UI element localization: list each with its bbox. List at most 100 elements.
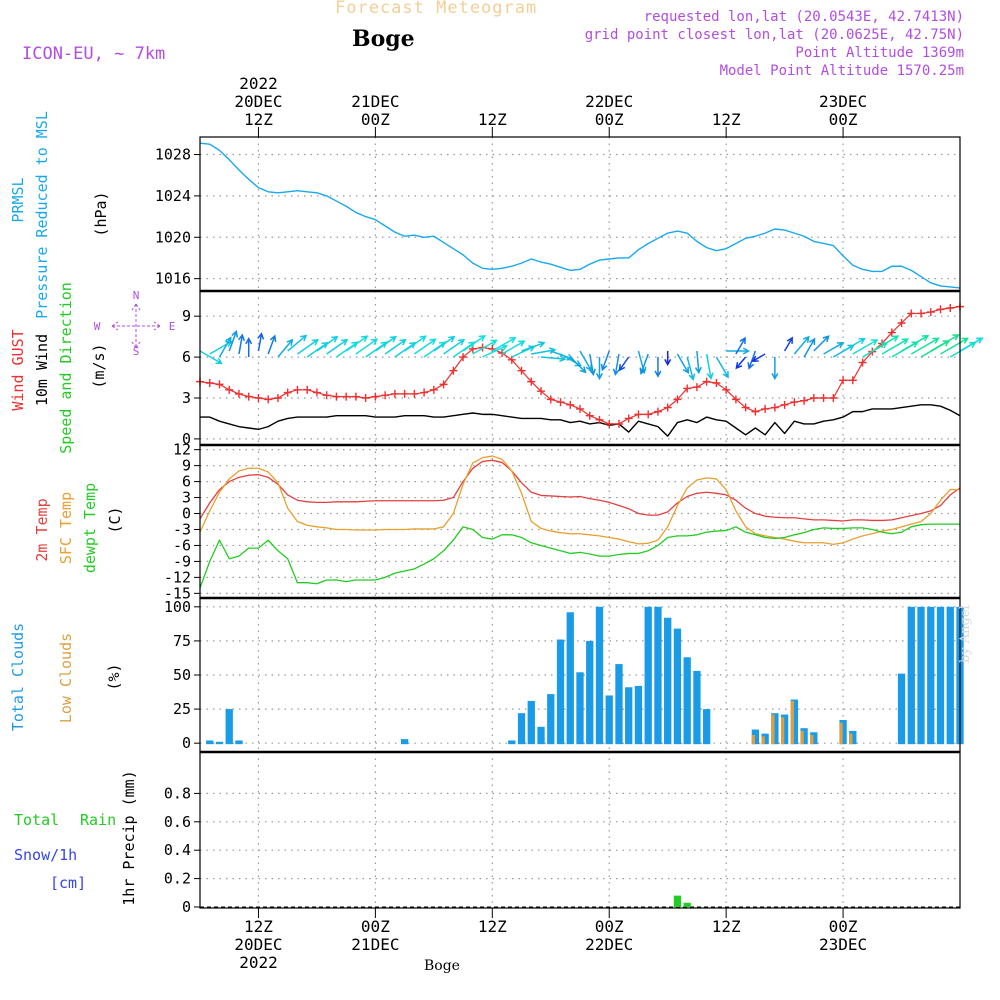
wind-gust-marker	[312, 388, 321, 397]
wind-gust-marker	[507, 355, 516, 364]
wind-gust-marker	[264, 395, 273, 404]
bottom-time-label: 21DEC	[351, 935, 399, 954]
wind-axis-tick-label: 9	[182, 307, 191, 325]
wind-gust-marker	[303, 385, 312, 394]
precip-legend-snow: Snow/1h	[14, 846, 77, 864]
wind-direction-arrow	[345, 335, 369, 352]
wind-gust-marker	[332, 392, 341, 401]
wind-direction-arrow	[881, 338, 910, 355]
wind-axis-tick-label: 3	[182, 389, 191, 407]
total-cloud-bar	[225, 709, 233, 745]
wind-gust-marker	[390, 389, 399, 398]
wind-gust-marker	[731, 395, 740, 404]
wind-direction-arrow	[823, 342, 845, 355]
temp-axis-tick-label: -3	[173, 520, 191, 538]
total-cloud-bar	[625, 687, 633, 745]
wind-direction-arrow	[540, 355, 567, 363]
pressure-axis-tick-label: 1016	[155, 270, 191, 288]
wind-direction-arrow	[783, 336, 793, 352]
total-cloud-bar	[664, 617, 672, 745]
total-cloud-bar	[897, 673, 906, 745]
grid-point-coords: grid point closest lon,lat (20.0625E, 42…	[584, 27, 964, 43]
wind-gust-marker	[585, 411, 594, 420]
wind-gust-marker	[234, 389, 243, 398]
temp-axis-tick-label: -9	[173, 552, 191, 570]
wind-direction-arrow	[705, 353, 714, 380]
credit-watermark: by Angel	[958, 605, 973, 663]
total-cloud-bar	[946, 606, 954, 745]
total-cloud-bar	[771, 713, 779, 745]
wind-gust-marker	[614, 419, 623, 428]
low-cloud-bar	[771, 714, 775, 745]
wind-gust-marker	[205, 379, 214, 387]
wind-gust-marker	[917, 309, 926, 318]
top-time-label: 00Z	[361, 110, 390, 129]
precip-axis-title: 1hr Precip (mm)	[120, 770, 138, 905]
temp-axis-tick-label: 0	[182, 505, 191, 523]
panel-side-label: Low Clouds	[57, 633, 75, 723]
wind-gust-marker	[858, 358, 867, 367]
precip-legend-snow-unit: [cm]	[50, 874, 86, 892]
precip-axis-tick-label: 0.2	[164, 870, 191, 888]
wind-gust-marker	[800, 396, 809, 405]
temp-line	[199, 455, 960, 546]
point-altitude: Point Altitude 1369m	[795, 45, 964, 61]
wind-gust-marker	[770, 403, 779, 412]
panel-side-label: (%)	[105, 663, 123, 690]
top-time-label: 20DEC	[234, 92, 282, 111]
model-label: ICON-EU, ~ 7km	[22, 44, 166, 64]
total-cloud-bar	[556, 639, 565, 745]
wind-axis-tick-label: 0	[182, 430, 191, 448]
wind-gust-marker	[254, 394, 263, 402]
total-cloud-bar	[907, 606, 915, 745]
wind-gust-marker	[897, 319, 906, 327]
bottom-time-label: 00Z	[361, 917, 390, 936]
wind-gust-marker	[809, 394, 818, 402]
bottom-time-label: 12Z	[244, 917, 273, 936]
panel-side-label: (m/s)	[90, 343, 108, 388]
wind-gust-marker	[839, 376, 848, 385]
wind-direction-arrow	[297, 338, 320, 355]
total-cloud-bar	[654, 606, 662, 745]
top-time-label: 2022	[239, 74, 278, 93]
wind-direction-arrow	[612, 353, 620, 377]
top-time-label: 00Z	[595, 110, 624, 129]
panel-side-label: (hPa)	[92, 191, 110, 236]
wind-direction-arrow	[589, 353, 596, 377]
wind-direction-arrow	[959, 337, 984, 352]
wind-direction-arrow	[433, 335, 456, 352]
total-cloud-bar	[508, 740, 516, 745]
wind-direction-arrow	[852, 339, 879, 355]
wind-direction-arrow	[472, 339, 498, 355]
wind-direction-arrow	[654, 357, 662, 378]
wind-gust-marker	[546, 395, 555, 404]
wind-direction-arrow	[384, 338, 407, 355]
wind-direction-arrow	[491, 337, 517, 352]
wind-gust-marker	[576, 404, 584, 413]
wind-direction-arrow	[842, 337, 866, 352]
pressure-axis-tick-label: 1028	[155, 146, 191, 164]
wind-gust-marker	[420, 388, 429, 397]
precip-axis-tick-label: 0.8	[164, 784, 191, 802]
total-cloud-bar	[751, 729, 760, 745]
total-cloud-bar	[215, 741, 224, 745]
wind-direction-arrow	[735, 356, 747, 370]
temp-axis-tick-label: 9	[182, 457, 191, 475]
wind-gust-marker	[244, 392, 253, 401]
panel-side-label: SFC Temp	[57, 492, 75, 564]
compass-east-label: E	[169, 320, 176, 333]
total-cloud-bar	[703, 709, 711, 745]
precip-bar	[673, 895, 682, 907]
low-cloud-bar	[849, 733, 853, 745]
total-cloud-bar	[576, 672, 584, 745]
bottom-time-label: 23DEC	[819, 935, 867, 954]
wind-gust-marker	[566, 400, 575, 409]
wind-direction-arrow	[404, 335, 427, 352]
wind-direction-arrow	[871, 335, 900, 352]
panel-side-label: 2m Temp	[33, 498, 51, 561]
temp-axis-tick-label: -6	[173, 536, 191, 554]
precip-bar	[683, 902, 691, 907]
requested-coords: requested lon,lat (20.0543E, 42.7413N)	[643, 9, 964, 25]
low-cloud-bar	[810, 735, 814, 745]
